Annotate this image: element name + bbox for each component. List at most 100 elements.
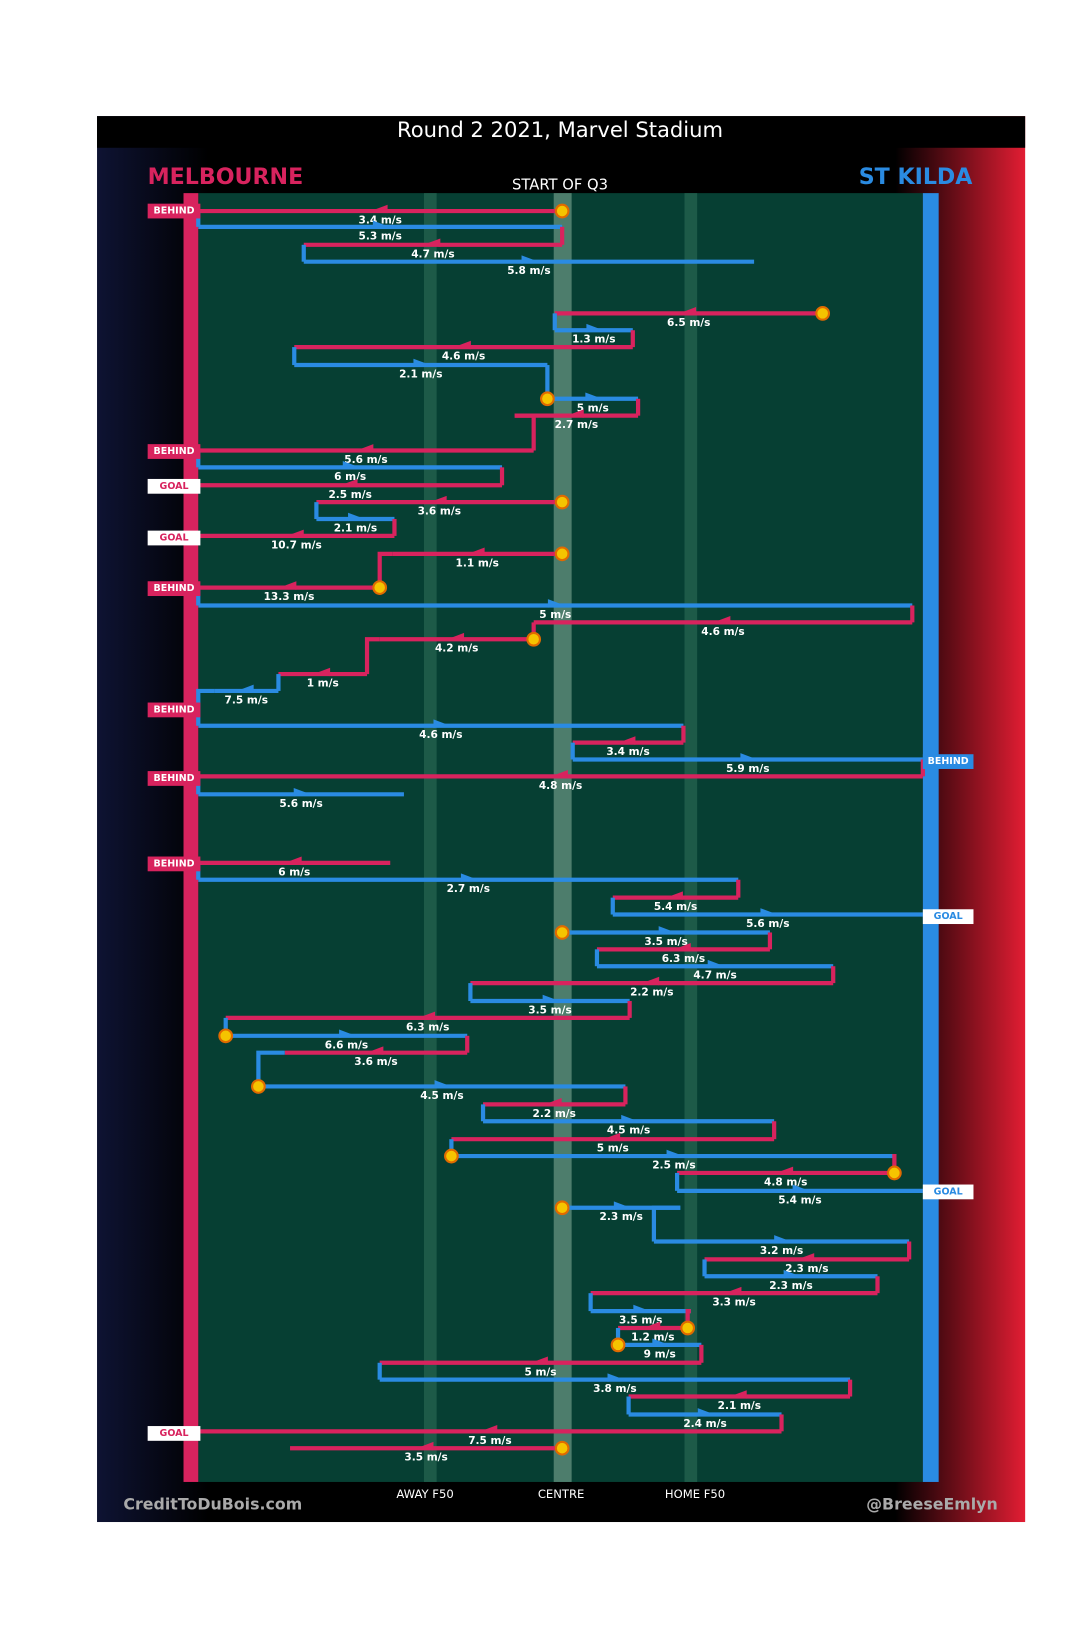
direction-arrow <box>279 581 297 590</box>
speed-label: 2.3 m/s <box>600 1211 643 1223</box>
speed-label: 5.9 m/s <box>726 763 769 775</box>
direction-arrow <box>607 1373 625 1382</box>
speed-label: 4.6 m/s <box>442 351 485 363</box>
direction-arrow <box>724 1286 742 1296</box>
speed-label: 3.4 m/s <box>606 746 649 758</box>
direction-arrow <box>740 753 758 762</box>
direction-arrow <box>642 976 660 986</box>
speed-label: 5 m/s <box>597 1143 629 1155</box>
outcome-label: BEHIND <box>154 858 195 869</box>
direction-arrow <box>586 323 604 333</box>
stoppage-dot <box>815 305 831 321</box>
direction-arrow <box>776 1166 794 1176</box>
speed-label: 3.8 m/s <box>593 1383 636 1395</box>
direction-arrow <box>774 1235 792 1244</box>
outcome-tag <box>922 909 974 925</box>
direction-arrow <box>339 1029 356 1038</box>
direction-arrow <box>613 1201 631 1210</box>
speed-label: 5 m/s <box>524 1366 556 1378</box>
speed-label: 6 m/s <box>278 866 310 878</box>
direction-arrow <box>340 478 358 488</box>
direction-arrow <box>783 1269 801 1279</box>
legend-entry: MELBOURNE <box>148 164 304 190</box>
speed-label: 5.6 m/s <box>746 918 789 930</box>
speed-label: 2.1 m/s <box>334 523 377 535</box>
chain-connector <box>651 1205 681 1242</box>
speed-label: 2.2 m/s <box>630 987 673 999</box>
direction-arrow <box>293 787 311 797</box>
speed-label: 2.3 m/s <box>785 1263 828 1275</box>
speed-label: 6.3 m/s <box>662 953 705 965</box>
direction-arrow <box>418 1011 436 1020</box>
stoppage-dot <box>554 546 570 562</box>
field-label: AWAY F50 <box>396 1487 453 1501</box>
direction-arrow <box>366 1046 384 1055</box>
outcome-label: GOAL <box>934 1186 963 1197</box>
outcome-label: BEHIND <box>154 206 195 217</box>
title-band <box>97 116 1026 148</box>
speed-label: 2.1 m/s <box>399 369 442 381</box>
speed-label: 5.8 m/s <box>507 265 550 277</box>
direction-arrow <box>342 461 360 470</box>
direction-arrow <box>544 1098 562 1107</box>
direction-arrow <box>566 409 584 418</box>
goal-post <box>183 193 199 1482</box>
speed-label: 10.7 m/s <box>271 539 322 551</box>
stoppage-dot <box>218 1028 234 1044</box>
direction-arrow <box>348 512 365 522</box>
speed-label: 2.7 m/s <box>447 883 490 895</box>
outcome-label: GOAL <box>934 911 963 922</box>
speed-label: 4.6 m/s <box>419 729 462 741</box>
speed-label: 5.6 m/s <box>279 798 322 810</box>
outcome-tag <box>147 444 201 459</box>
direction-arrow <box>643 1321 661 1331</box>
direction-arrow <box>797 1253 815 1262</box>
direction-arrow <box>792 1184 810 1193</box>
outcome-tag <box>922 754 974 769</box>
speed-label: 4.7 m/s <box>693 970 736 982</box>
speed-label: 4.5 m/s <box>607 1125 650 1137</box>
direction-arrow <box>652 1338 670 1347</box>
centre-line <box>553 193 572 1482</box>
direction-arrow <box>679 307 697 316</box>
direction-arrow <box>713 616 731 625</box>
direction-arrow <box>542 994 560 1004</box>
outcome-tag <box>147 478 201 494</box>
stoppage-dot <box>610 1337 626 1353</box>
speed-label: 3.5 m/s <box>528 1005 571 1017</box>
direction-arrow <box>423 238 441 247</box>
direction-arrow <box>551 770 568 779</box>
direction-arrow <box>585 392 603 401</box>
speed-label: 1.1 m/s <box>456 557 499 569</box>
outcome-label: BEHIND <box>154 583 195 594</box>
direction-arrow <box>286 529 304 539</box>
direction-arrow <box>658 926 676 935</box>
stoppage-dot <box>526 631 542 647</box>
speed-label: 6.6 m/s <box>325 1039 368 1051</box>
stoppage-dot <box>554 494 570 510</box>
outcome-tag <box>147 203 201 219</box>
direction-arrow <box>460 873 478 882</box>
speed-label: 3.6 m/s <box>418 506 461 518</box>
speed-label: 13.3 m/s <box>264 591 315 603</box>
direction-arrow <box>707 959 725 969</box>
direction-arrow <box>413 358 431 368</box>
speed-label: 7.5 m/s <box>468 1435 511 1447</box>
speed-label: 5.4 m/s <box>654 901 697 913</box>
stoppage-dot <box>372 580 388 595</box>
speed-label: 2.3 m/s <box>769 1280 812 1292</box>
speed-label: 3.5 m/s <box>404 1452 447 1464</box>
direction-arrow <box>447 632 465 642</box>
direction-arrow <box>603 1132 621 1142</box>
speed-label: 4.6 m/s <box>701 626 744 638</box>
direction-arrow <box>416 1441 434 1451</box>
speed-label: 1 m/s <box>307 678 339 690</box>
chain-connector <box>364 637 380 675</box>
outcome-tag <box>147 856 201 872</box>
direction-arrow <box>467 547 485 556</box>
stoppage-dot <box>554 925 570 940</box>
direction-arrow <box>673 943 691 952</box>
speed-label: 1.3 m/s <box>572 334 615 346</box>
speed-label: 6.5 m/s <box>667 317 710 329</box>
speed-label: 6.3 m/s <box>406 1021 449 1033</box>
